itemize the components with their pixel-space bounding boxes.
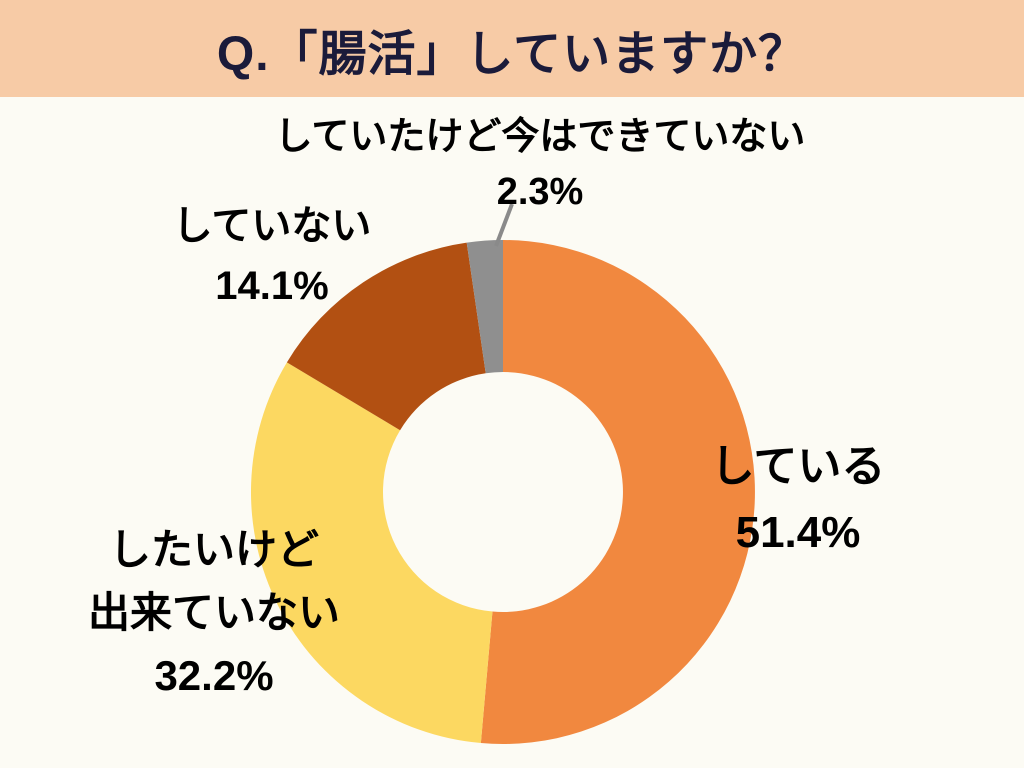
label-want-but-cant-text-1: したいけど (108, 526, 320, 573)
slice-not-doing (286, 242, 486, 431)
label-want-but-cant-percent: 32.2% (154, 652, 274, 699)
label-doing-text: している (710, 442, 886, 491)
chart-title: Q.「腸活」していますか？ (216, 27, 808, 81)
label-used-to: していたけど今はできていない 2.3% (275, 110, 806, 220)
label-used-to-percent: 2.3% (496, 171, 584, 214)
slice-doing (480, 240, 755, 744)
title-banner: Q.「腸活」していますか？ (0, 0, 1024, 97)
callout-leader-line (494, 203, 514, 247)
label-not-doing: していない 14.1% (173, 196, 372, 316)
label-want-but-cant-text-2: 出来ていない (87, 589, 341, 636)
label-not-doing-text: していない (172, 204, 372, 248)
label-doing: している 51.4% (711, 434, 886, 566)
label-want-but-cant: したいけど 出来ていない 32.2% (88, 518, 340, 707)
label-not-doing-percent: 14.1% (215, 264, 329, 308)
label-used-to-text: していたけど今はできていない (274, 116, 806, 158)
donut-slices (250, 240, 755, 744)
slice-used-to (466, 240, 503, 374)
slice-want-but-cant (250, 362, 493, 744)
label-doing-percent: 51.4% (735, 508, 861, 557)
